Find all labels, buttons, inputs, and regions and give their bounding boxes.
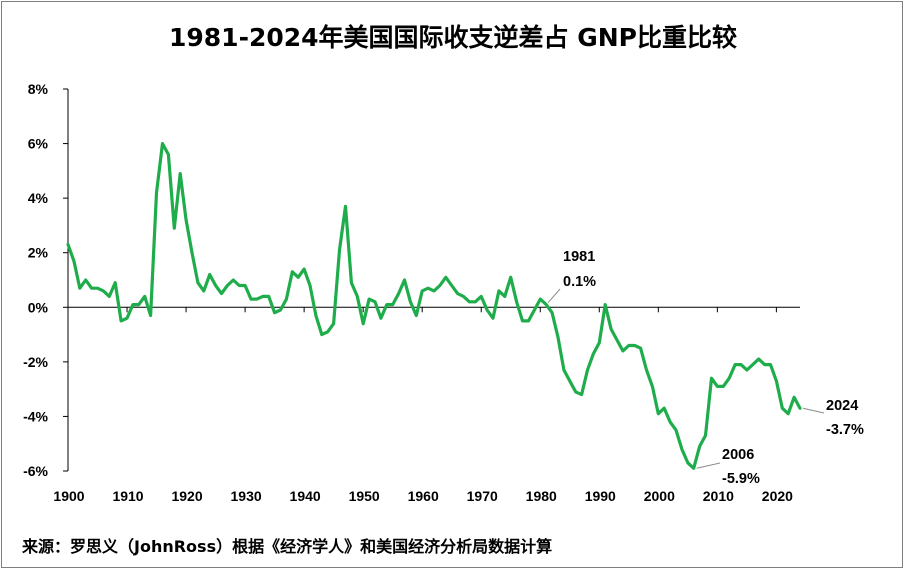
annotations: 1981 0.1% 2006 -5.9% 2024 -3.7% bbox=[547, 249, 864, 487]
x-tick-label: 2010 bbox=[703, 488, 734, 504]
x-tick-label: 1970 bbox=[467, 488, 498, 504]
series-layer bbox=[66, 142, 802, 470]
y-tick-label: -6% bbox=[23, 463, 48, 479]
annotation-value: 0.1% bbox=[563, 274, 596, 290]
annotation-year: 2006 bbox=[722, 447, 754, 463]
x-tick-label: 1950 bbox=[349, 488, 380, 504]
x-tick-label: 1930 bbox=[231, 488, 262, 504]
x-tick-label: 1920 bbox=[171, 488, 202, 504]
x-tick-label: 1960 bbox=[408, 488, 439, 504]
y-tick-label: -4% bbox=[23, 408, 48, 424]
x-tick-label: 2020 bbox=[762, 488, 793, 504]
annotation-value: -3.7% bbox=[826, 422, 864, 438]
source-note: 来源：罗思义（JohnRoss）根据《经济学人》和美国经济分析局数据计算 bbox=[22, 537, 553, 556]
x-tick-label: 1900 bbox=[53, 488, 84, 504]
y-tick-label: -2% bbox=[23, 354, 48, 370]
annotation-leader-line bbox=[802, 407, 825, 414]
y-tick-label: 4% bbox=[28, 190, 49, 206]
y-tick-label: 8% bbox=[28, 81, 49, 97]
x-tick-label: 1990 bbox=[585, 488, 616, 504]
annotation-leader-line bbox=[547, 288, 561, 303]
y-tick-label: 2% bbox=[28, 245, 49, 261]
x-tick-label: 1940 bbox=[290, 488, 321, 504]
annotation-leader-line bbox=[696, 462, 721, 469]
y-tick-label: 6% bbox=[28, 136, 49, 152]
annotation-value: -5.9% bbox=[722, 471, 760, 487]
x-tick-labels: 1900 1910 1920 1930 1940 1950 1960 1970 1980 1990… bbox=[53, 488, 793, 504]
annotation-year: 1981 bbox=[563, 249, 595, 265]
y-tick-label: 0% bbox=[28, 299, 49, 315]
series-line bbox=[66, 142, 802, 470]
axes bbox=[63, 88, 800, 472]
x-tick-label: 2000 bbox=[644, 488, 675, 504]
chart-title: 1981-2024年美国国际收支逆差占 GNP比重比较 bbox=[168, 23, 737, 52]
y-tick-labels: 8% 6% 4% 2% 0% -2% -4% -6% bbox=[23, 81, 48, 479]
x-tick-label: 1910 bbox=[112, 488, 143, 504]
x-tick-label: 1980 bbox=[526, 488, 557, 504]
annotation-year: 2024 bbox=[826, 398, 858, 414]
